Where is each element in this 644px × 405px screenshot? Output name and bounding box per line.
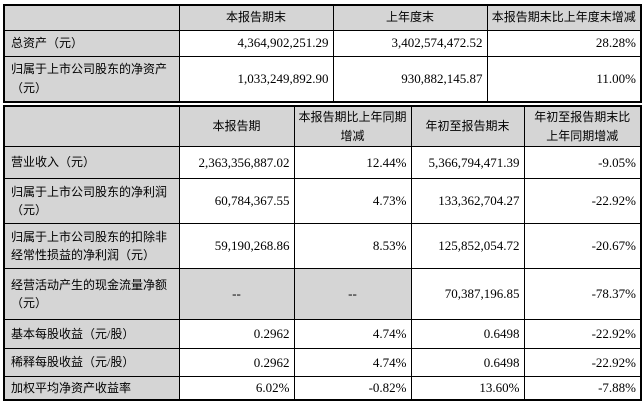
header-row: 本报告期 本报告期比上年同期增减 年初至报告期末 年初至报告期末比上年同期增减 <box>3 105 642 148</box>
table-row: 基本每股收益（元/股） 0.2962 4.74% 0.6498 -22.92% <box>3 319 642 350</box>
column-header-cell: 本报告期比上年同期增减 <box>293 105 412 148</box>
value-cell: 125,852,054.72 <box>410 223 525 270</box>
column-header-cell: 本报告期 <box>178 105 295 148</box>
value-cell: -7.88% <box>523 376 642 401</box>
value-cell: 11.00% <box>486 55 642 103</box>
row-label-cell: 加权平均净资产收益率 <box>3 376 180 401</box>
column-header-cell: 本报告期末比上年度末增减 <box>486 4 642 31</box>
value-cell: 0.6498 <box>410 319 525 350</box>
table-row: 归属于上市公司股东的扣除非经常性损益的净利润（元） 59,190,268.86 8.… <box>3 223 642 270</box>
value-cell: 70,387,196.85 <box>410 268 525 321</box>
value-cell: 28.28% <box>486 29 642 57</box>
value-cell: -22.92% <box>523 178 642 225</box>
table-row: 总资产（元） 4,364,902,251.29 3,402,574,472.52 28… <box>3 29 642 57</box>
value-cell: 133,362,704.27 <box>410 178 525 225</box>
value-cell: -20.67% <box>523 223 642 270</box>
row-label-cell: 基本每股收益（元/股） <box>3 319 180 350</box>
value-cell: 0.2962 <box>178 348 295 378</box>
value-cell: 60,784,367.55 <box>178 178 295 225</box>
value-cell: -22.92% <box>523 319 642 350</box>
row-label-cell: 营业收入（元） <box>3 146 180 180</box>
table-row: 经营活动产生的现金流量净额（元） -- -- 70,387,196.85 -78.37% <box>3 268 642 321</box>
value-cell: -22.92% <box>523 348 642 378</box>
row-label-cell: 归属于上市公司股东的净资产（元） <box>3 55 180 103</box>
value-cell: 4,364,902,251.29 <box>178 29 334 57</box>
balance-sheet-summary-table: 本报告期末 上年度末 本报告期末比上年度末增减 总资产（元） 4,364,902,25… <box>3 4 642 103</box>
table-row: 稀释每股收益（元/股） 0.2962 4.74% 0.6498 -22.92% <box>3 348 642 378</box>
table-row: 归属于上市公司股东的净资产（元） 1,033,249,892.90 930,882,… <box>3 55 642 103</box>
income-statement-summary-table: 本报告期 本报告期比上年同期增减 年初至报告期末 年初至报告期末比上年同期增减 营业收… <box>3 105 642 402</box>
value-cell: 12.44% <box>293 146 412 180</box>
column-header-cell: 上年度末 <box>332 4 488 31</box>
header-row: 本报告期末 上年度末 本报告期末比上年度末增减 <box>3 4 642 31</box>
value-cell: 4.74% <box>293 348 412 378</box>
table-row: 营业收入（元） 2,363,356,887.02 12.44% 5,366,794,4… <box>3 146 642 180</box>
value-cell: 4.74% <box>293 319 412 350</box>
value-cell: 59,190,268.86 <box>178 223 295 270</box>
column-header-cell: 本报告期末 <box>178 4 334 31</box>
row-label-cell: 归属于上市公司股东的扣除非经常性损益的净利润（元） <box>3 223 180 270</box>
value-cell: 0.6498 <box>410 348 525 378</box>
value-cell: -9.05% <box>523 146 642 180</box>
not-applicable-cell: -- <box>178 268 295 321</box>
value-cell: 2,363,356,887.02 <box>178 146 295 180</box>
value-cell: 5,366,794,471.39 <box>410 146 525 180</box>
column-header-cell: 年初至报告期末 <box>410 105 525 148</box>
table-row: 归属于上市公司股东的净利润（元） 60,784,367.55 4.73% 133,36… <box>3 178 642 225</box>
value-cell: 8.53% <box>293 223 412 270</box>
row-label-cell: 总资产（元） <box>3 29 180 57</box>
value-cell: 3,402,574,472.52 <box>332 29 488 57</box>
column-header-cell: 年初至报告期末比上年同期增减 <box>523 105 642 148</box>
row-label-cell: 归属于上市公司股东的净利润（元） <box>3 178 180 225</box>
row-label-cell: 经营活动产生的现金流量净额（元） <box>3 268 180 321</box>
value-cell: 13.60% <box>410 376 525 401</box>
corner-cell <box>3 105 180 148</box>
corner-cell <box>3 4 180 31</box>
not-applicable-cell: -- <box>293 268 412 321</box>
value-cell: 930,882,145.87 <box>332 55 488 103</box>
value-cell: 0.2962 <box>178 319 295 350</box>
value-cell: -0.82% <box>293 376 412 401</box>
value-cell: 4.73% <box>293 178 412 225</box>
value-cell: 1,033,249,892.90 <box>178 55 334 103</box>
row-label-cell: 稀释每股收益（元/股） <box>3 348 180 378</box>
table-row: 加权平均净资产收益率 6.02% -0.82% 13.60% -7.88% <box>3 376 642 401</box>
value-cell: -78.37% <box>523 268 642 321</box>
value-cell: 6.02% <box>178 376 295 401</box>
